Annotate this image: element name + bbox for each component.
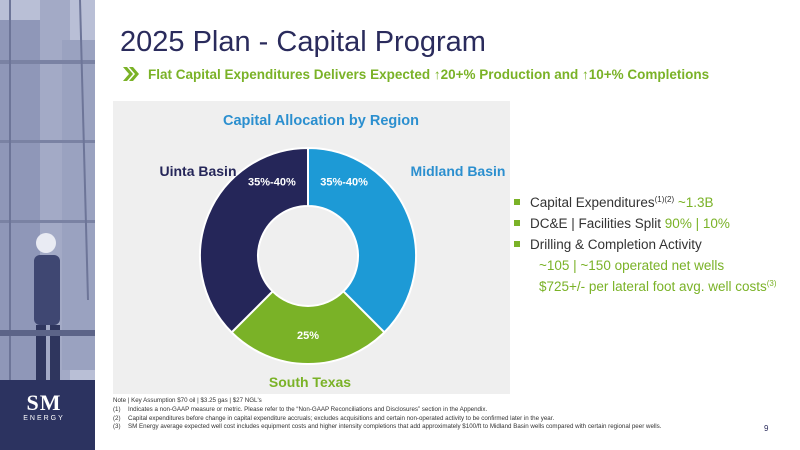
- sub-bullet-well-costs: $725+/- per lateral foot avg. well costs…: [514, 276, 796, 297]
- category-label-south-texas: South Texas: [269, 374, 351, 390]
- chart-title: Capital Allocation by Region: [223, 113, 419, 129]
- data-label-south-texas: 25%: [297, 330, 319, 342]
- chart-panel: Capital Allocation by Region 35%-40% Midl…: [113, 101, 510, 394]
- bullet-split-value: 90% | 10%: [664, 216, 730, 231]
- data-label-midland-basin: 35%-40%: [320, 176, 368, 188]
- footnote-text: Capital expenditures before change in ca…: [128, 414, 555, 422]
- bullet-activity-label: Drilling & Completion Activity: [530, 237, 702, 252]
- category-label-midland-basin: Midland Basin: [411, 163, 506, 179]
- sub-bullet-well-costs-footnote: (3): [766, 279, 777, 288]
- bullet-square-icon: [514, 220, 520, 226]
- double-chevron-icon: [123, 67, 139, 81]
- footnote-number: (1): [113, 405, 121, 413]
- sub-bullet-wells-text: ~105 | ~150 operated net wells: [539, 258, 725, 273]
- footnotes: Note | Key Assumption $70 oil | $3.25 ga…: [113, 397, 773, 432]
- donut-slice-midland-basin: [307, 146, 418, 334]
- page-title: 2025 Plan - Capital Program: [120, 26, 486, 58]
- sub-bullet-well-costs-text: $725+/- per lateral foot avg. well costs: [539, 279, 767, 294]
- footnote-number: (3): [113, 423, 121, 431]
- bullet-capex-value: ~1.3B: [674, 195, 714, 210]
- donut-slice-uinta-basin: [198, 146, 309, 334]
- donut-slice-south-texas: [230, 289, 386, 366]
- footnote-text: SM Energy average expected well cost inc…: [128, 423, 662, 431]
- logo-main-text: SM: [26, 390, 62, 415]
- oilfield-photo: SM ENERGY: [0, 0, 95, 450]
- bullet-capex: Capital Expenditures(1)(2) ~1.3B: [514, 192, 796, 213]
- bullet-split: DC&E | Facilities Split 90% | 10%: [514, 213, 796, 234]
- subtitle: Flat Capital Expenditures Delivers Expec…: [122, 66, 709, 82]
- footnote-number: (2): [113, 414, 121, 422]
- category-label-uinta-basin: Uinta Basin: [159, 163, 236, 179]
- logo-sub-text: ENERGY: [23, 415, 65, 422]
- bullet-activity: Drilling & Completion Activity: [514, 234, 796, 255]
- subtitle-text: Flat Capital Expenditures Delivers Expec…: [148, 66, 710, 82]
- bullet-split-label: DC&E | Facilities Split: [530, 216, 665, 231]
- page-number: 9: [764, 424, 769, 433]
- oilfield-photo-illustration: [0, 0, 95, 450]
- bullet-square-icon: [514, 241, 520, 247]
- footnote-1: (1) Indicates a non-GAAP measure or metri…: [113, 406, 773, 415]
- sub-bullet-wells: ~105 | ~150 operated net wells: [514, 255, 796, 276]
- footnote-header: Note | Key Assumption $70 oil | $3.25 ga…: [113, 397, 262, 404]
- data-label-uinta-basin: 35%-40%: [248, 176, 296, 188]
- sm-energy-logo: SM ENERGY: [14, 392, 74, 423]
- bullet-square-icon: [514, 199, 520, 205]
- footnote-text: Indicates a non-GAAP measure or metric. …: [128, 405, 488, 413]
- key-points-list: Capital Expenditures(1)(2) ~1.3B DC&E | …: [514, 192, 796, 297]
- capital-allocation-donut-chart: Capital Allocation by Region 35%-40% Midl…: [159, 113, 506, 390]
- bullet-capex-label: Capital Expenditures: [530, 195, 655, 210]
- footnote-3: (3) SM Energy average expected well cost …: [113, 423, 773, 432]
- footnote-2: (2) Capital expenditures before change in…: [113, 415, 773, 424]
- bullet-capex-footnote: (1)(2): [654, 195, 675, 204]
